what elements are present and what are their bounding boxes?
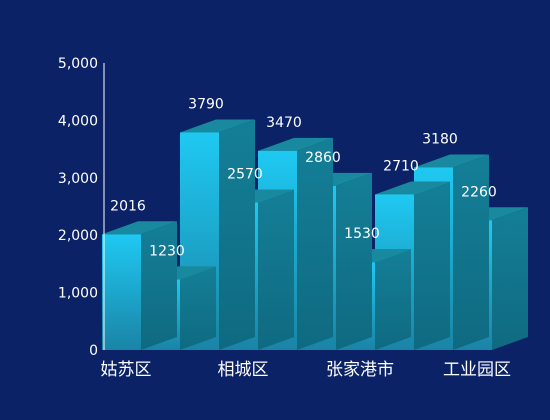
category-label: 相城区 [218,360,269,380]
y-tick-label: 2,000 [58,228,98,244]
bar-side-face [180,266,216,350]
category-label: 张家港市 [326,360,394,380]
data-label: 2570 [227,166,263,182]
bar-top-face [258,137,333,151]
y-tick-label: 3,000 [58,171,98,187]
y-axis: 0 1,000 2,000 3,000 4,000 5,000 [58,56,105,359]
bar-side-face [492,207,528,350]
bar-side-face [453,154,489,350]
data-label: 1530 [344,226,380,242]
data-label: 2860 [305,150,341,166]
category-labels-group: 姑苏区 相城区 张家港市 工业园区 [101,360,512,380]
data-label: 3180 [422,131,458,147]
bar-1 [102,221,177,350]
bar-side-face [297,137,333,350]
bars-group [102,119,528,350]
bar-side-face [375,249,411,350]
bar-front-face [102,234,141,350]
bar-top-face [375,181,450,195]
bar-top-face [102,221,177,235]
y-tick-label: 0 [89,343,98,359]
data-label: 3790 [188,96,224,112]
bar-side-face [414,181,450,350]
y-tick-label: 1,000 [58,286,98,302]
bar-top-face [180,119,255,133]
y-tick-label: 4,000 [58,113,98,129]
bar-side-face [219,119,255,350]
data-label: 3470 [266,115,302,131]
bar-side-face [336,172,372,350]
bar-top-face [414,154,489,168]
bar-side-face [258,189,294,350]
data-label: 2710 [383,158,419,174]
category-label: 工业园区 [443,360,511,380]
bar-side-face [141,221,177,350]
data-label: 2016 [110,198,146,214]
category-label: 姑苏区 [101,360,152,380]
y-tick-label: 5,000 [58,56,98,72]
data-label: 1230 [149,243,185,259]
data-label: 2260 [461,184,497,200]
